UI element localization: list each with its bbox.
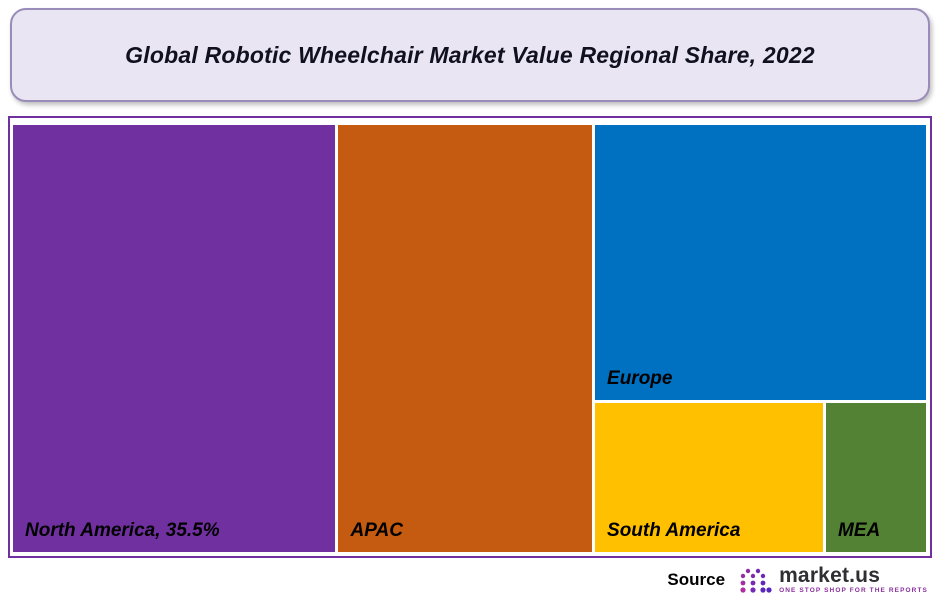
market-us-icon: [740, 568, 772, 593]
brand-tagline: ONE STOP SHOP FOR THE REPORTS: [779, 587, 928, 595]
treemap-tile-apac: APAC: [338, 125, 592, 552]
footer: Source market.us ONE STOP SHOP FOR THE R…: [667, 565, 928, 595]
tile-label-mea: MEA: [838, 519, 881, 541]
treemap-chart-frame: North America, 35.5% APAC Europe South A…: [8, 116, 932, 558]
chart-title-banner: Global Robotic Wheelchair Market Value R…: [10, 8, 930, 102]
treemap-tile-mea: MEA: [826, 403, 926, 552]
tile-label-south-america: South America: [607, 519, 741, 541]
treemap-tile-south-america: South America: [595, 403, 823, 552]
tile-label-north-america: North America, 35.5%: [25, 520, 220, 541]
chart-title: Global Robotic Wheelchair Market Value R…: [125, 41, 815, 68]
treemap-tile-europe: Europe: [595, 125, 926, 401]
brand-text: market.us ONE STOP SHOP FOR THE REPORTS: [779, 565, 928, 595]
tile-label-europe: Europe: [607, 368, 673, 390]
treemap-tile-north-america: North America, 35.5%: [13, 125, 336, 552]
brand-logo: market.us ONE STOP SHOP FOR THE REPORTS: [739, 565, 928, 595]
brand-name: market.us: [779, 564, 881, 588]
source-label: Source: [667, 570, 726, 589]
tile-label-apac: APAC: [350, 520, 403, 541]
treemap: North America, 35.5% APAC Europe South A…: [13, 125, 926, 552]
